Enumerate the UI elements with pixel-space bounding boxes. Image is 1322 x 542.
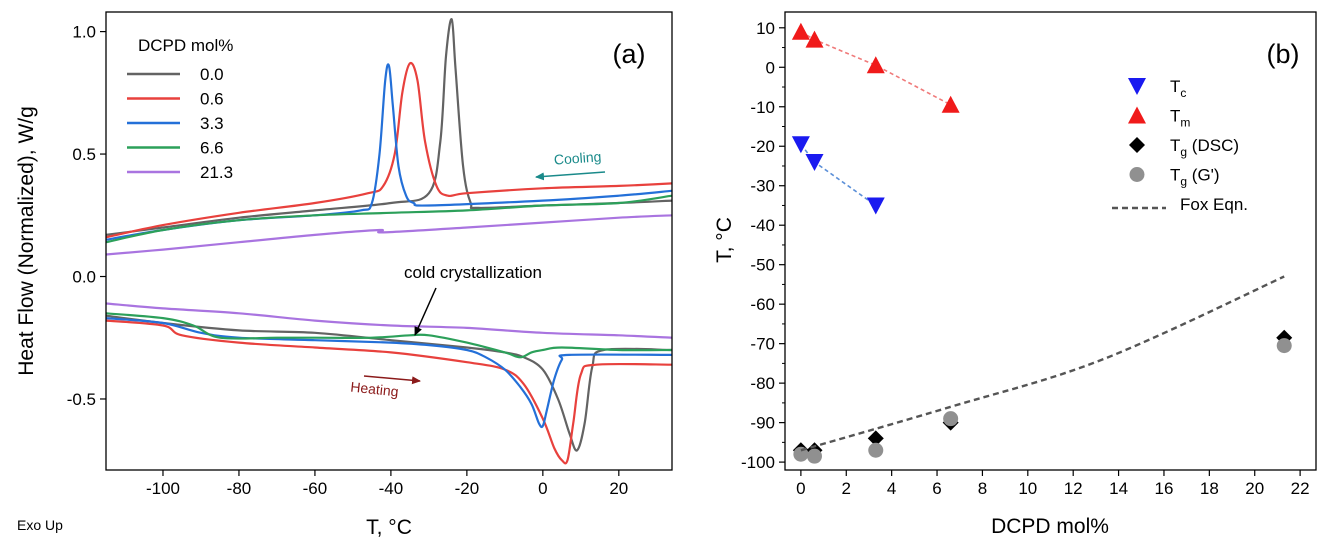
x-axis-label: T, °C <box>366 516 412 539</box>
legend-label-6.6: 6.6 <box>200 139 224 158</box>
legend-label-t-m: Tm <box>1170 107 1190 130</box>
y-tick-label: -70 <box>750 335 775 354</box>
legend-marker-t-g-g <box>1129 167 1145 182</box>
point-t-g-g <box>943 411 959 427</box>
cooling-annotation: Cooling <box>553 148 601 167</box>
legend-label-t-c: Tc <box>1170 77 1186 100</box>
x-tick-label: 22 <box>1291 479 1310 498</box>
legend-label-0.0: 0.0 <box>200 65 224 84</box>
y-tick-label: -10 <box>750 98 775 117</box>
trend-line-t-c <box>800 143 877 207</box>
heating-curve-0.6 <box>106 319 672 465</box>
x-tick-label: 16 <box>1155 479 1174 498</box>
point-t-m <box>866 56 885 74</box>
x-tick-label: 20 <box>1245 479 1264 498</box>
y-tick-label: -80 <box>750 374 775 393</box>
point-t-c <box>866 197 885 215</box>
y-tick-label: 10 <box>756 19 775 38</box>
y-tick-label: -50 <box>750 256 775 275</box>
y-tick-label: 0.5 <box>72 145 96 164</box>
cold-crystallization-annotation: cold crystallization <box>404 263 542 282</box>
legend-marker-t-c <box>1128 78 1146 95</box>
x-tick-label: 0 <box>796 479 805 498</box>
legend-label-3.3: 3.3 <box>200 114 224 133</box>
y-tick-label: -30 <box>750 177 775 196</box>
cooling-arrow <box>535 171 606 181</box>
y-axis-label: T, °C <box>713 217 736 263</box>
y-tick-label: -60 <box>750 295 775 314</box>
point-t-m <box>791 22 810 40</box>
y-axis-label: Heat Flow (Normalized), W/g <box>15 106 38 376</box>
point-t-g-g <box>868 442 884 458</box>
x-tick-label: -20 <box>455 479 480 498</box>
y-tick-label: -90 <box>750 414 775 433</box>
exo-up-note: Exo Up <box>17 517 63 533</box>
cooling-curve-0.6 <box>106 61 672 239</box>
x-tick-label: 4 <box>887 479 896 498</box>
plot-frame <box>105 11 673 471</box>
y-tick-label: -40 <box>750 216 775 235</box>
cooling-curve-21.3 <box>106 214 672 256</box>
x-tick-label: 0 <box>538 479 547 498</box>
heating-annotation: Heating <box>350 379 400 400</box>
heating-curve-6.6 <box>106 312 672 359</box>
y-tick-label: 1.0 <box>72 23 96 42</box>
x-tick-label: 2 <box>842 479 851 498</box>
x-tick-label: 12 <box>1064 479 1083 498</box>
legend-label-21.3: 21.3 <box>200 163 233 182</box>
y-tick-label: -0.5 <box>67 390 96 409</box>
plot-frame <box>784 11 1317 471</box>
cooling-curve-6.6 <box>106 194 672 244</box>
point-t-m <box>941 95 960 113</box>
legend-label-0.6: 0.6 <box>200 90 224 109</box>
x-tick-label: -60 <box>303 479 328 498</box>
panel-label-a: (a) <box>613 39 646 69</box>
y-tick-label: 0.0 <box>72 268 96 287</box>
x-tick-label: -100 <box>146 479 180 498</box>
panel-a-heat-flow: -100 -80 -60 -40 -20 0 20 1.0 0.5 0.0 -0.5 (a) T, °C… <box>15 11 673 539</box>
y-tick-label: -100 <box>741 453 775 472</box>
point-t-g-dsc <box>867 430 884 447</box>
legend-label-t-g-dsc: Tg (DSC) <box>1170 136 1239 159</box>
legend-marker-t-m <box>1128 106 1146 124</box>
heating-curve-0.0 <box>106 314 672 452</box>
x-tick-label: 8 <box>978 479 987 498</box>
x-tick-label: 14 <box>1109 479 1128 498</box>
y-tick-label: -20 <box>750 137 775 156</box>
cold-crystallization-arrow <box>414 287 437 336</box>
x-tick-label: -40 <box>379 479 404 498</box>
heating-arrow <box>363 375 421 385</box>
fox-equation-line <box>800 275 1285 452</box>
y-tick-label: 0 <box>766 58 775 77</box>
x-tick-label: 6 <box>932 479 941 498</box>
point-t-g-g <box>807 448 822 464</box>
legend-marker-t-g-dsc <box>1129 137 1145 153</box>
legend-label-t-g-g: Tg (G') <box>1170 166 1220 189</box>
x-tick-label: 18 <box>1200 479 1219 498</box>
x-tick-label: 10 <box>1018 479 1037 498</box>
legend-title: DCPD mol% <box>138 36 233 55</box>
x-axis-label: DCPD mol% <box>991 515 1109 538</box>
panel-a-curves <box>106 18 672 465</box>
x-tick-label: 20 <box>609 479 628 498</box>
legend-label-fox-eqn: Fox Eqn. <box>1180 195 1248 214</box>
point-t-g-g <box>1276 338 1292 354</box>
point-t-c <box>805 154 824 172</box>
point-t-m <box>805 30 824 48</box>
heating-curve-21.3 <box>106 302 672 339</box>
panel-b-transition-temperatures: 0 2 4 6 8 10 12 14 16 18 20 22 10 0 -10 -20 -30 -40 -50 -60… <box>713 11 1317 538</box>
x-tick-label: -80 <box>227 479 252 498</box>
panel-label-b: (b) <box>1267 39 1300 69</box>
point-t-c <box>791 136 810 154</box>
